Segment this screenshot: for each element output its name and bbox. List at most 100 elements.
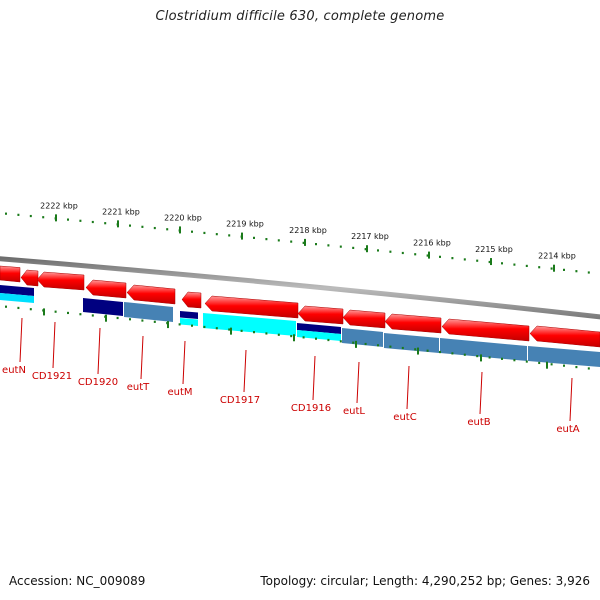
minor-tick xyxy=(513,263,516,266)
minor-tick xyxy=(42,216,45,219)
gene-bar-eutM-dark xyxy=(180,311,198,319)
minor-tick xyxy=(451,352,454,355)
major-tick-row-top xyxy=(55,214,555,272)
minor-tick xyxy=(377,249,379,252)
minor-tick xyxy=(203,231,206,235)
minor-tick xyxy=(426,254,429,257)
gene-arrow-3 xyxy=(36,271,85,291)
minor-tick xyxy=(191,324,193,327)
ruler-label-2219: 2219 kbp xyxy=(226,220,264,229)
gene-arrow-6 xyxy=(181,291,202,309)
minor-tick xyxy=(315,337,317,340)
gene-bar-eutT xyxy=(124,302,173,322)
map-title: Clostridium difficile 630, complete geno… xyxy=(155,9,445,24)
minor-tick xyxy=(352,341,355,344)
minor-tick xyxy=(501,357,503,360)
gene-bar-eutL xyxy=(342,328,383,347)
minor-tick xyxy=(265,332,268,335)
minor-tick xyxy=(439,350,441,354)
minor-tick xyxy=(364,342,367,346)
leader-CD1921 xyxy=(52,321,56,369)
gene-bar-CD1916-dark xyxy=(297,323,341,334)
minor-tick xyxy=(414,253,417,256)
minor-tick xyxy=(377,344,379,347)
gene-label-CD1920: CD1920 xyxy=(78,377,118,388)
minor-tick xyxy=(215,327,218,330)
minor-tick xyxy=(290,240,293,243)
ruler-label-2221: 2221 kbp xyxy=(102,207,140,216)
gene-label-CD1917: CD1917 xyxy=(220,395,260,406)
minor-tick xyxy=(203,325,206,329)
leader-eutC xyxy=(406,365,410,410)
minor-tick xyxy=(166,228,169,231)
gene-bar-eutN-light xyxy=(0,293,34,303)
gene-bar-eutC xyxy=(384,333,439,353)
minor-tick xyxy=(525,264,528,268)
minor-tick xyxy=(476,354,479,358)
leader-eutT xyxy=(140,335,144,380)
minor-tick xyxy=(426,349,429,352)
gene-label-eutC: eutC xyxy=(393,412,416,423)
minor-tick xyxy=(79,313,82,316)
minor-tick xyxy=(79,219,82,222)
gene-label-eutB: eutB xyxy=(467,417,490,428)
genome-summary-label: Topology: circular; Length: 4,290,252 bp… xyxy=(260,574,590,588)
minor-tick xyxy=(550,363,553,366)
gene-label-leaders xyxy=(19,317,573,422)
minor-tick xyxy=(451,257,454,260)
minor-tick-row-top xyxy=(5,212,590,274)
minor-tick xyxy=(54,310,57,313)
minor-tick xyxy=(339,245,342,248)
minor-tick xyxy=(463,258,466,261)
ruler-label-2217: 2217 kbp xyxy=(351,232,389,241)
minor-tick xyxy=(141,319,144,322)
minor-tick xyxy=(67,311,69,315)
leader-eutL xyxy=(356,361,360,404)
gene-arrow-12 xyxy=(529,325,600,348)
minor-tick xyxy=(587,271,590,274)
minor-tick xyxy=(17,213,20,216)
minor-tick xyxy=(563,364,565,367)
minor-tick xyxy=(5,305,7,308)
minor-tick xyxy=(352,246,355,250)
genome-backbone xyxy=(0,256,600,320)
minor-tick xyxy=(67,218,69,221)
gene-label-CD1921: CD1921 xyxy=(32,371,72,382)
minor-tick-row-bottom xyxy=(5,305,590,370)
leader-eutB xyxy=(479,371,483,415)
minor-tick xyxy=(401,346,404,350)
gene-arrow-11 xyxy=(441,318,530,342)
minor-tick xyxy=(290,334,293,338)
minor-tick xyxy=(525,360,528,363)
minor-tick xyxy=(17,306,20,310)
ruler-label-2216: 2216 kbp xyxy=(413,239,451,248)
minor-tick xyxy=(253,331,255,334)
minor-tick xyxy=(253,236,255,239)
gene-bar-eutB xyxy=(440,338,527,361)
minor-tick xyxy=(302,241,305,244)
minor-tick xyxy=(401,251,404,255)
ruler-label-2214: 2214 kbp xyxy=(538,252,576,261)
ruler-labels: 2222 kbp 2221 kbp 2220 kbp 2219 kbp 2218 kbp… xyxy=(40,201,576,260)
minor-tick xyxy=(91,220,94,224)
minor-tick xyxy=(327,244,330,247)
gene-arrow-4 xyxy=(85,279,127,299)
minor-tick xyxy=(5,212,7,215)
gene-label-eutN: eutN xyxy=(2,365,26,376)
minor-tick xyxy=(463,353,466,356)
gene-arrow-7 xyxy=(204,295,299,319)
minor-tick xyxy=(29,214,32,218)
gene-bar-CD1916-light xyxy=(297,330,341,341)
minor-tick xyxy=(501,262,503,265)
minor-tick xyxy=(488,356,491,359)
minor-tick xyxy=(476,259,479,262)
minor-tick xyxy=(389,345,392,348)
minor-tick xyxy=(240,329,243,332)
minor-tick xyxy=(538,266,541,269)
accession-label: Accession: NC_009089 xyxy=(9,574,146,588)
gene-arrow-9 xyxy=(342,309,386,329)
minor-tick xyxy=(513,359,516,362)
minor-tick xyxy=(265,238,268,241)
minor-tick xyxy=(364,248,367,251)
minor-tick xyxy=(339,340,342,343)
